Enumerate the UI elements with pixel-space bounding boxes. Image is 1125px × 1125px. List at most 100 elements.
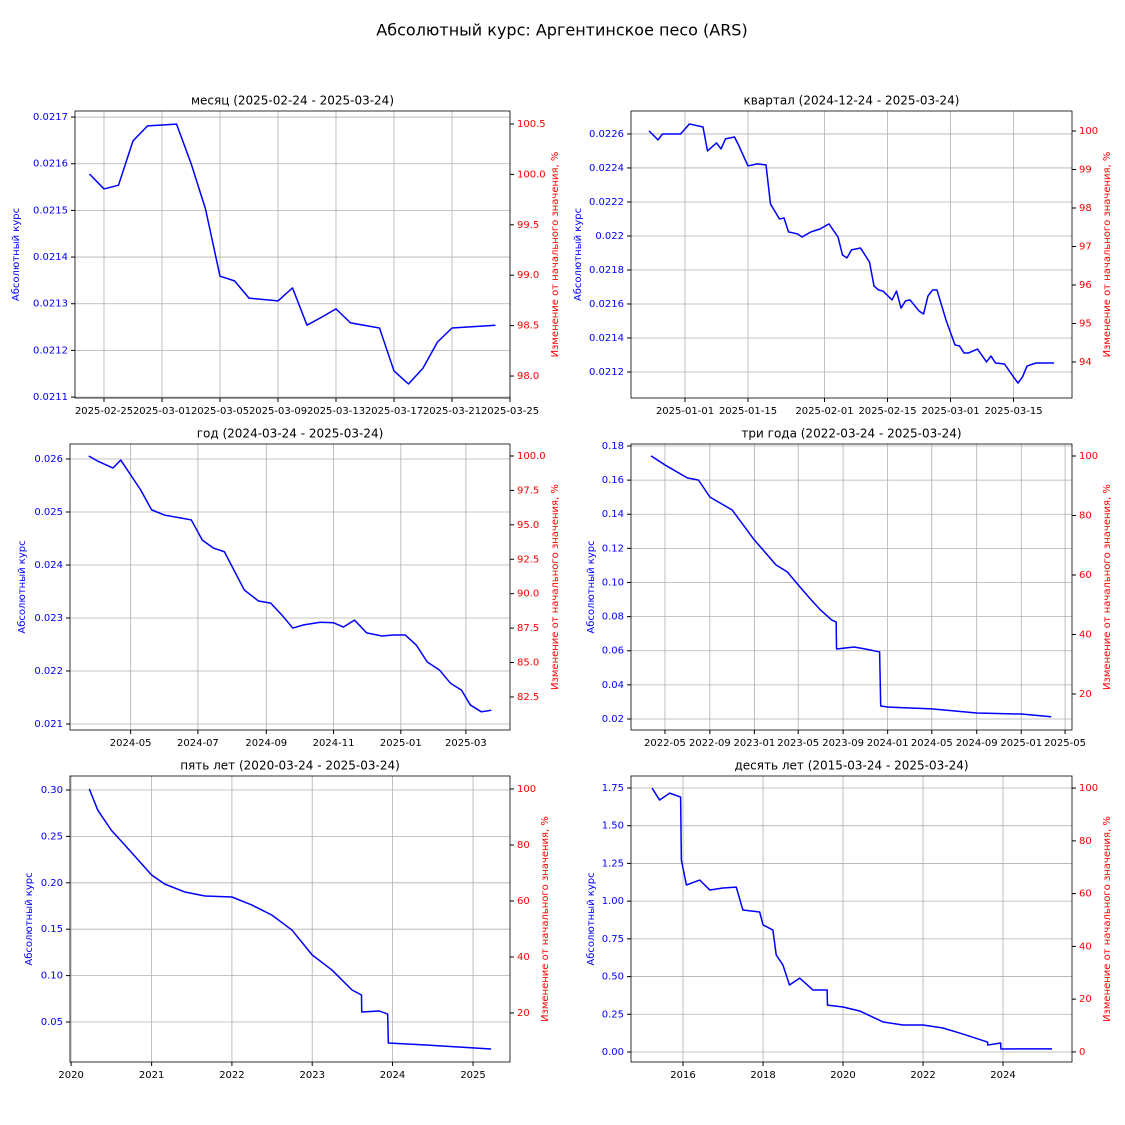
y-tick-label: 0.0218 — [589, 265, 624, 276]
y2-tick-label: 85.0 — [517, 658, 539, 669]
y2-tick-label: 20 — [1079, 689, 1092, 700]
y-tick-label: 1.50 — [602, 821, 624, 832]
y-axis-label: Абсолютный курс — [586, 872, 597, 965]
y-tick-label: 0.024 — [34, 560, 63, 571]
y2-tick-label: 99.5 — [517, 220, 539, 231]
y2-tick-label: 97.5 — [517, 485, 539, 496]
x-tick-label: 2025 — [460, 1070, 485, 1081]
x-tick-label: 2025-02-01 — [795, 406, 853, 417]
x-tick-label: 2024-05 — [911, 738, 953, 749]
x-tick-label: 2023 — [299, 1070, 324, 1081]
y-axis-label: Абсолютный курс — [573, 208, 584, 301]
x-tick-label: 2025-03-25 — [481, 406, 539, 417]
y-tick-label: 0.0224 — [589, 163, 624, 174]
x-tick-label: 2025-05 — [1044, 738, 1086, 749]
y-tick-label: 0.023 — [34, 613, 63, 624]
plot-frame — [69, 443, 511, 731]
y-tick-label: 0.12 — [602, 543, 624, 554]
x-tick-label: 2025-03-01 — [921, 406, 979, 417]
y-axis-label: Абсолютный курс — [11, 208, 22, 301]
x-tick-label: 2022 — [910, 1070, 935, 1081]
x-tick-label: 2025-03-13 — [307, 406, 365, 417]
y-tick-label: 0.10 — [41, 971, 63, 982]
x-tick-label: 2024-11 — [313, 738, 355, 749]
y2-tick-label: 95 — [1079, 319, 1092, 330]
x-tick-label: 2024-09 — [956, 738, 998, 749]
y-tick-label: 0.16 — [602, 475, 624, 486]
y-axis-label: Абсолютный курс — [24, 872, 35, 965]
y2-tick-label: 40 — [517, 952, 530, 963]
y-tick-label: 0.06 — [602, 646, 624, 657]
y2-tick-label: 20 — [517, 1008, 530, 1019]
y2-tick-label: 0 — [1079, 1047, 1085, 1058]
x-tick-label: 2025-03-21 — [423, 406, 481, 417]
plot-frame — [74, 110, 511, 399]
y2-tick-label: 100.0 — [517, 169, 546, 180]
y2-tick-label: 98.5 — [517, 321, 539, 332]
x-tick-label: 2024-07 — [177, 738, 219, 749]
x-tick-label: 2025-03-15 — [984, 406, 1042, 417]
y-tick-label: 0.18 — [602, 441, 624, 452]
y-tick-label: 0.0222 — [589, 197, 624, 208]
x-tick-label: 2020 — [830, 1070, 855, 1081]
y2-axis-label: Изменение от начального значения, % — [540, 816, 551, 1022]
x-tick-label: 2022 — [219, 1070, 244, 1081]
y2-tick-label: 82.5 — [517, 692, 539, 703]
y-tick-label: 0.75 — [602, 934, 624, 945]
y-tick-label: 0.10 — [602, 577, 624, 588]
y2-tick-label: 100 — [1079, 451, 1098, 462]
x-tick-label: 2024-05 — [110, 738, 152, 749]
y2-tick-label: 80 — [1079, 510, 1092, 521]
subplot-title: десять лет (2015-03-24 - 2025-03-24) — [734, 759, 968, 773]
subplot-title: пять лет (2020-03-24 - 2025-03-24) — [180, 759, 400, 773]
y-tick-label: 0.021 — [34, 719, 63, 730]
y-tick-label: 0.50 — [602, 972, 624, 983]
y2-tick-label: 20 — [1079, 994, 1092, 1005]
y2-tick-label: 100 — [1079, 783, 1098, 794]
y-tick-label: 0.0217 — [33, 112, 68, 123]
y-tick-label: 0.0212 — [589, 367, 624, 378]
y-tick-label: 0.0216 — [33, 159, 68, 170]
x-tick-label: 2022-05 — [644, 738, 686, 749]
y2-tick-label: 80 — [517, 840, 530, 851]
x-tick-label: 2025-03 — [445, 738, 487, 749]
x-tick-label: 2025-03-09 — [249, 406, 307, 417]
y-tick-label: 1.00 — [602, 896, 624, 907]
y-tick-label: 0.08 — [602, 612, 624, 623]
y-tick-label: 0.0216 — [589, 299, 624, 310]
x-tick-label: 2024-09 — [245, 738, 287, 749]
x-tick-label: 2023-01 — [733, 738, 775, 749]
y-axis-label: Абсолютный курс — [586, 540, 597, 633]
data-line — [651, 787, 1053, 1050]
y-tick-label: 0.0212 — [33, 345, 68, 356]
y2-axis-label: Изменение от начального значения, % — [1102, 484, 1113, 690]
x-tick-label: 2025-03-01 — [133, 406, 191, 417]
y2-tick-label: 40 — [1079, 629, 1092, 640]
y-tick-label: 0.05 — [41, 1017, 63, 1028]
y2-tick-label: 95.0 — [517, 520, 539, 531]
y-tick-label: 0.025 — [34, 507, 63, 518]
plot-frame — [69, 775, 511, 1063]
plot-frame — [630, 775, 1073, 1063]
y2-axis-label: Изменение от начального значения, % — [1102, 152, 1113, 358]
y2-tick-label: 98 — [1079, 203, 1092, 214]
x-tick-label: 2023-05 — [777, 738, 819, 749]
x-tick-label: 2025-01-15 — [719, 406, 777, 417]
x-tick-label: 2025-03-05 — [191, 406, 249, 417]
data-line — [88, 788, 492, 1050]
plot-frame — [630, 443, 1073, 731]
y-tick-label: 0.04 — [602, 680, 624, 691]
y-tick-label: 0.15 — [41, 924, 63, 935]
y-tick-label: 0.022 — [34, 666, 63, 677]
data-line — [650, 455, 1052, 718]
y2-tick-label: 99 — [1079, 165, 1092, 176]
y-tick-label: 0.0213 — [33, 299, 68, 310]
y2-tick-label: 99.0 — [517, 270, 539, 281]
y-tick-label: 0.0215 — [33, 205, 68, 216]
y-axis-label: Абсолютный курс — [17, 540, 28, 633]
y-tick-label: 0.00 — [602, 1047, 624, 1058]
y2-tick-label: 98.0 — [517, 371, 539, 382]
y-tick-label: 0.0214 — [589, 333, 624, 344]
y-tick-label: 0.0214 — [33, 252, 68, 263]
